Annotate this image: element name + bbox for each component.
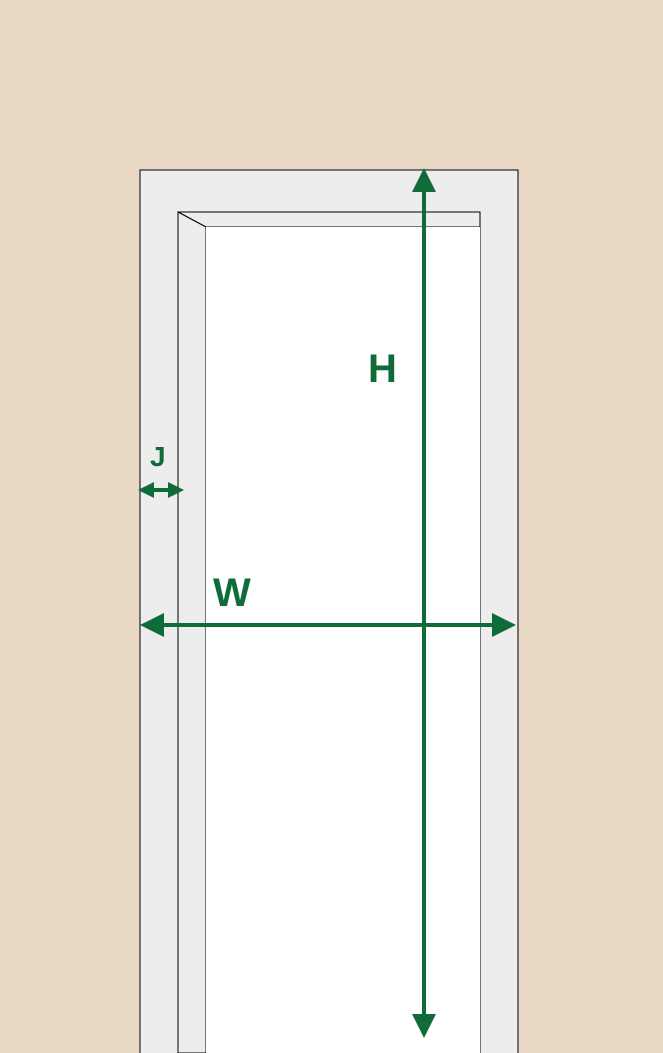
header-reveal <box>178 212 480 227</box>
door-dimension-diagram: H W J <box>0 0 663 1053</box>
door-opening <box>206 227 480 1053</box>
jamb-reveal <box>178 212 206 1053</box>
jamb-label: J <box>150 441 166 472</box>
height-label: H <box>368 347 397 391</box>
door-frame <box>140 170 518 1053</box>
width-label: W <box>213 571 251 615</box>
